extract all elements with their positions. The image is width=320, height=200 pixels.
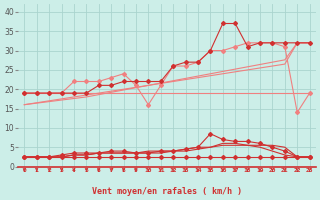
X-axis label: Vent moyen/en rafales ( km/h ): Vent moyen/en rafales ( km/h ) xyxy=(92,187,242,196)
